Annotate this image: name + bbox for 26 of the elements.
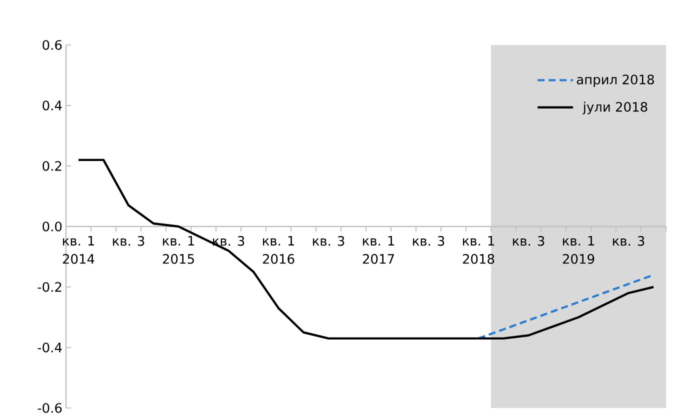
x-tick-label: кв. 1	[462, 236, 494, 246]
y-tick-label: 0.6	[42, 40, 62, 50]
annotation: 2017	[362, 254, 394, 264]
x-tick-label: кв. 1	[62, 236, 94, 246]
x-tick-label: кв. 3	[112, 236, 144, 246]
x-tick-label: кв. 3	[312, 236, 344, 246]
annotation: 2018	[462, 254, 494, 264]
x-tick-label: кв. 3	[612, 236, 644, 246]
legend-label: април 2018	[576, 74, 654, 87]
x-tick-label: кв. 1	[362, 236, 394, 246]
y-tick-label: 0.2	[42, 161, 62, 171]
y-tick-label: -0.2	[38, 282, 62, 292]
annotation: 2019	[562, 254, 594, 264]
x-tick-label: кв. 1	[562, 236, 594, 246]
annotation: 2016	[262, 254, 294, 264]
x-tick-label: кв. 1	[262, 236, 294, 246]
x-tick-label: кв. 3	[412, 236, 444, 246]
y-tick-label: -0.6	[38, 403, 62, 413]
y-tick-label: 0.4	[42, 100, 62, 110]
annotation: 2014	[62, 254, 94, 264]
legend-label: јули 2018	[582, 102, 648, 114]
x-tick-label: кв. 1	[162, 236, 194, 246]
annotation: 2015	[162, 254, 194, 264]
x-tick-label: кв. 3	[512, 236, 544, 246]
y-tick-label: 0.0	[42, 222, 62, 232]
y-tick-label: -0.4	[38, 342, 62, 352]
